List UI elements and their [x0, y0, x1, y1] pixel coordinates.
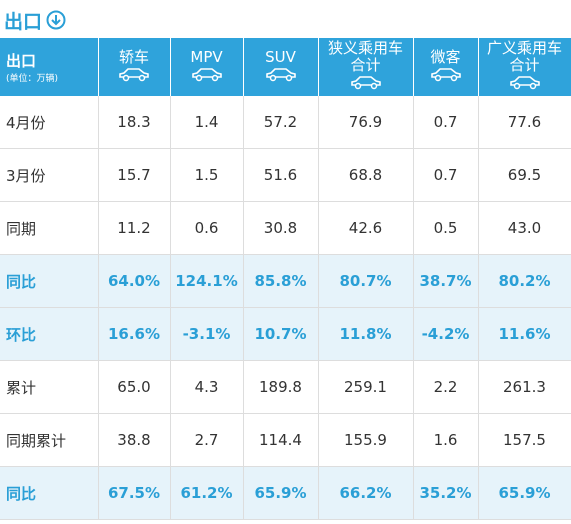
- cell: 1.4: [170, 96, 244, 149]
- title: 出口: [4, 10, 43, 33]
- cell: 11.8%: [318, 307, 414, 361]
- row-label: 同期累计: [0, 413, 99, 467]
- cell: 65.0: [98, 360, 171, 414]
- cell: 189.8: [243, 360, 319, 414]
- table-row: 4月份 18.3 1.4 57.2 76.9 0.7 77.6: [0, 96, 571, 149]
- row-label: 同比: [0, 466, 99, 520]
- data-table: 出口 (单位：万辆) 轿车 MPV SUV 狭义乘用车 合计 微客 广义乘用车 合计 4月份 18…: [0, 38, 571, 520]
- column-header: SUV: [243, 38, 319, 96]
- cell: 0.6: [170, 201, 244, 255]
- column-title: 合计: [350, 56, 381, 74]
- car-icon: [119, 67, 149, 81]
- table-row: 3月份 15.7 1.5 51.6 68.8 0.7 69.5: [0, 148, 571, 202]
- column-title: SUV: [265, 47, 296, 66]
- car-icon: [509, 76, 540, 90]
- column-header: 狭义乘用车 合计: [318, 38, 414, 96]
- cell: 2.2: [413, 360, 479, 414]
- cell: 30.8: [243, 201, 319, 255]
- cell: 42.6: [318, 201, 414, 255]
- cell: 114.4: [243, 413, 319, 467]
- table-row: 环比 16.6% -3.1% 10.7% 11.8% -4.2% 11.6%: [0, 307, 571, 361]
- cell: 85.8%: [243, 254, 319, 308]
- column-title: 微客: [430, 47, 461, 66]
- unit: (单位：万辆): [6, 74, 59, 84]
- car-icon: [265, 67, 296, 81]
- cell: 68.8: [318, 148, 414, 202]
- cell: 61.2%: [170, 466, 244, 520]
- cell: 66.2%: [318, 466, 414, 520]
- column-title: 轿车: [118, 47, 149, 66]
- column-header: 广义乘用车 合计: [478, 38, 571, 96]
- cell: 0.7: [413, 148, 479, 202]
- table-row: 同期累计 38.8 2.7 114.4 155.9 1.6 157.5: [0, 413, 571, 467]
- row-label: 4月份: [0, 96, 99, 149]
- cell: 57.2: [243, 96, 319, 149]
- cell: -3.1%: [170, 307, 244, 361]
- car-icon: [430, 67, 461, 81]
- column-title: 狭义乘用车: [327, 39, 403, 57]
- cell: 2.7: [170, 413, 244, 467]
- cell: 261.3: [478, 360, 571, 414]
- title-bar: 出口: [4, 6, 66, 34]
- cell: 69.5: [478, 148, 571, 202]
- cell: 77.6: [478, 96, 571, 149]
- cell: 76.9: [318, 96, 414, 149]
- cell: 16.6%: [98, 307, 171, 361]
- cell: 38.7%: [413, 254, 479, 308]
- cell: 1.6: [413, 413, 479, 467]
- cell: 11.6%: [478, 307, 571, 361]
- table-row: 同比 64.0% 124.1% 85.8% 80.7% 38.7% 80.2%: [0, 254, 571, 308]
- cell: 80.2%: [478, 254, 571, 308]
- table-row: 同期 11.2 0.6 30.8 42.6 0.5 43.0: [0, 201, 571, 255]
- row-label: 同期: [0, 201, 99, 255]
- corner-title: 出口: [6, 52, 37, 70]
- column-header: 微客: [413, 38, 479, 96]
- row-label: 累计: [0, 360, 99, 414]
- down-icon: [46, 10, 66, 30]
- cell: 64.0%: [98, 254, 171, 308]
- column-header: 轿车: [98, 38, 171, 96]
- cell: 0.7: [413, 96, 479, 149]
- cell: 67.5%: [98, 466, 171, 520]
- cell: 11.2: [98, 201, 171, 255]
- cell: 10.7%: [243, 307, 319, 361]
- cell: 18.3: [98, 96, 171, 149]
- cell: -4.2%: [413, 307, 479, 361]
- row-label: 环比: [0, 307, 99, 361]
- cell: 51.6: [243, 148, 319, 202]
- table-body: 4月份 18.3 1.4 57.2 76.9 0.7 77.6 3月份 15.7 1.5 51.6 6…: [0, 96, 571, 520]
- cell: 1.5: [170, 148, 244, 202]
- cell: 259.1: [318, 360, 414, 414]
- cell: 15.7: [98, 148, 171, 202]
- corner-cell: 出口 (单位：万辆): [0, 38, 99, 96]
- row-label: 同比: [0, 254, 99, 308]
- cell: 65.9%: [478, 466, 571, 520]
- column-header: MPV: [170, 38, 244, 96]
- cell: 155.9: [318, 413, 414, 467]
- cell: 80.7%: [318, 254, 414, 308]
- column-title: 合计: [509, 56, 540, 74]
- table-row: 累计 65.0 4.3 189.8 259.1 2.2 261.3: [0, 360, 571, 414]
- car-icon: [191, 67, 222, 81]
- cell: 43.0: [478, 201, 571, 255]
- cell: 4.3: [170, 360, 244, 414]
- cell: 157.5: [478, 413, 571, 467]
- cell: 35.2%: [413, 466, 479, 520]
- cell: 65.9%: [243, 466, 319, 520]
- column-title: 广义乘用车: [486, 39, 562, 57]
- header-row: 出口 (单位：万辆) 轿车 MPV SUV 狭义乘用车 合计 微客 广义乘用车 合计: [0, 38, 571, 96]
- cell: 0.5: [413, 201, 479, 255]
- row-label: 3月份: [0, 148, 99, 202]
- car-icon: [350, 76, 381, 90]
- cell: 124.1%: [170, 254, 244, 308]
- column-title: MPV: [190, 47, 223, 66]
- table-row: 同比 67.5% 61.2% 65.9% 66.2% 35.2% 65.9%: [0, 466, 571, 520]
- cell: 38.8: [98, 413, 171, 467]
